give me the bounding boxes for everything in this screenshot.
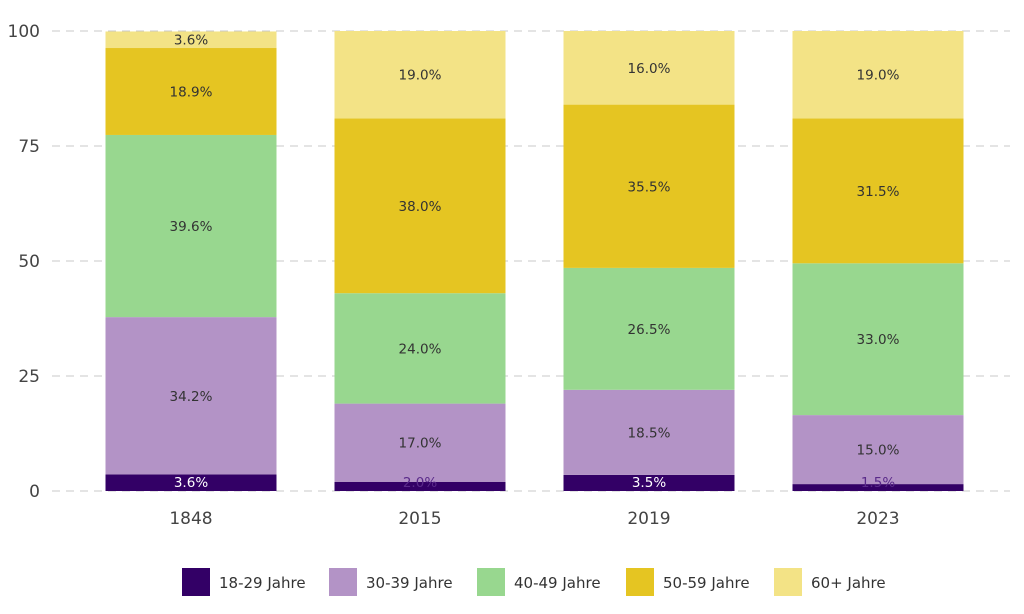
data-label-2023-2: 33.0% <box>857 332 900 348</box>
bar-segment-2015-3 <box>334 118 506 294</box>
data-label-2019-2: 26.5% <box>628 322 671 338</box>
data-label-2023-3: 31.5% <box>857 184 900 200</box>
bar-segment-2023-2 <box>792 263 964 416</box>
data-label-1848-0: 3.6% <box>174 475 208 491</box>
legend-item: 50-59 Jahre <box>626 568 750 596</box>
x-tick-label: 2023 <box>856 509 899 529</box>
legend: 18-29 Jahre 30-39 Jahre 40-49 Jahre 50-59 J… <box>182 568 886 596</box>
legend-swatch <box>477 568 505 596</box>
legend-label: 18-29 Jahre <box>219 574 306 592</box>
bar-segment-2019-4 <box>563 31 735 105</box>
data-label-2015-1: 17.0% <box>399 436 442 452</box>
x-tick-label: 2019 <box>627 509 670 529</box>
data-label-2023-1: 15.0% <box>857 443 900 459</box>
segment-labels: 3.6% 34.2% 39.6% 18.9% 3.6% 2.0% 17.0% 24.0% 38.… <box>170 33 900 491</box>
bar-segment-2015-4 <box>334 31 506 119</box>
data-label-2015-2: 24.0% <box>399 341 442 357</box>
bar-segment-1848-3 <box>105 48 277 135</box>
legend-label: 50-59 Jahre <box>663 574 750 592</box>
legend-label: 60+ Jahre <box>811 574 886 592</box>
bars <box>105 31 964 491</box>
legend-swatch <box>774 568 802 596</box>
x-tick-label: 1848 <box>169 509 212 529</box>
legend-item: 40-49 Jahre <box>477 568 601 596</box>
bar-segment-2023-0 <box>792 484 964 491</box>
y-tick-label: 25 <box>18 367 40 387</box>
legend-label: 40-49 Jahre <box>514 574 601 592</box>
bar-segment-2019-1 <box>563 389 735 475</box>
x-tick-label: 2015 <box>398 509 441 529</box>
data-label-2023-0: 1.5% <box>861 475 895 491</box>
data-label-1848-4: 3.6% <box>174 33 208 49</box>
data-label-2023-4: 19.0% <box>857 68 900 84</box>
bar-segment-2015-0 <box>334 481 506 491</box>
y-tick-label: 0 <box>29 482 40 502</box>
legend-swatch <box>182 568 210 596</box>
data-label-2019-4: 16.0% <box>628 61 671 77</box>
y-tick-label: 100 <box>8 22 40 42</box>
bar-segment-1848-0 <box>105 474 277 491</box>
bar-segment-2023-3 <box>792 118 964 264</box>
data-label-1848-2: 39.6% <box>170 219 213 235</box>
y-tick-label: 50 <box>18 252 40 272</box>
bar-segment-1848-4 <box>105 31 277 49</box>
data-label-2019-0: 3.5% <box>632 475 666 491</box>
bar-segment-1848-1 <box>105 317 277 475</box>
bar-segment-1848-2 <box>105 134 277 318</box>
legend-item: 60+ Jahre <box>774 568 886 596</box>
legend-item: 30-39 Jahre <box>329 568 453 596</box>
bar-segment-2015-2 <box>334 293 506 404</box>
y-tick-label: 75 <box>18 137 40 157</box>
legend-swatch <box>329 568 357 596</box>
data-label-1848-1: 34.2% <box>170 389 213 405</box>
legend-swatch <box>626 568 654 596</box>
bar-segment-2019-0 <box>563 474 735 491</box>
bar-segment-2015-1 <box>334 403 506 482</box>
x-axis-ticks: 1848 2015 2019 2023 <box>169 509 899 529</box>
data-label-2019-1: 18.5% <box>628 425 671 441</box>
bar-segment-2019-2 <box>563 267 735 390</box>
legend-label: 30-39 Jahre <box>366 574 453 592</box>
legend-item: 18-29 Jahre <box>182 568 306 596</box>
y-axis-ticks: 0 25 50 75 100 <box>8 22 40 502</box>
data-label-2019-3: 35.5% <box>628 179 671 195</box>
bar-segment-2019-3 <box>563 104 735 268</box>
data-label-2015-0: 2.0% <box>403 475 437 491</box>
data-label-1848-3: 18.9% <box>170 84 213 100</box>
bar-segment-2023-1 <box>792 415 964 485</box>
data-label-2015-4: 19.0% <box>399 68 442 84</box>
bar-segment-2023-4 <box>792 31 964 119</box>
data-label-2015-3: 38.0% <box>399 199 442 215</box>
